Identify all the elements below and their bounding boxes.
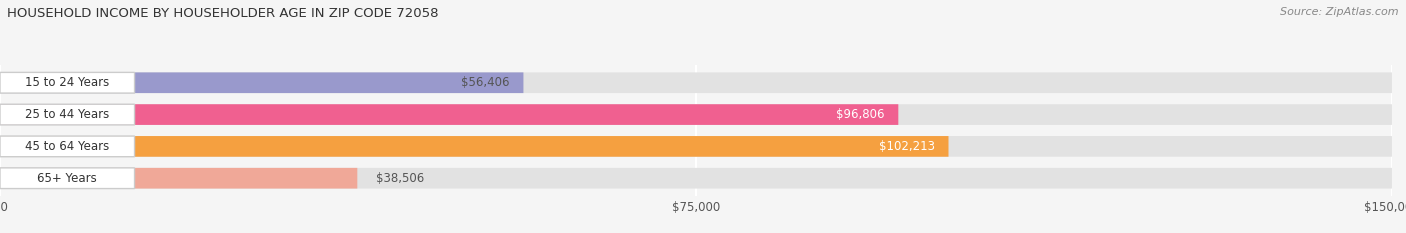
FancyBboxPatch shape	[0, 72, 135, 93]
FancyBboxPatch shape	[0, 136, 135, 157]
Text: $38,506: $38,506	[375, 172, 425, 185]
FancyBboxPatch shape	[0, 104, 135, 125]
FancyBboxPatch shape	[0, 104, 1392, 125]
Text: $96,806: $96,806	[837, 108, 884, 121]
Text: $102,213: $102,213	[879, 140, 935, 153]
FancyBboxPatch shape	[0, 168, 135, 188]
FancyBboxPatch shape	[0, 136, 949, 157]
FancyBboxPatch shape	[0, 104, 898, 125]
FancyBboxPatch shape	[0, 168, 1392, 188]
FancyBboxPatch shape	[0, 72, 1392, 93]
Text: 15 to 24 Years: 15 to 24 Years	[25, 76, 110, 89]
Text: Source: ZipAtlas.com: Source: ZipAtlas.com	[1281, 7, 1399, 17]
FancyBboxPatch shape	[0, 72, 523, 93]
FancyBboxPatch shape	[0, 136, 1392, 157]
Text: HOUSEHOLD INCOME BY HOUSEHOLDER AGE IN ZIP CODE 72058: HOUSEHOLD INCOME BY HOUSEHOLDER AGE IN Z…	[7, 7, 439, 20]
Text: 65+ Years: 65+ Years	[38, 172, 97, 185]
FancyBboxPatch shape	[0, 168, 357, 188]
Text: $56,406: $56,406	[461, 76, 509, 89]
Text: 45 to 64 Years: 45 to 64 Years	[25, 140, 110, 153]
Text: 25 to 44 Years: 25 to 44 Years	[25, 108, 110, 121]
